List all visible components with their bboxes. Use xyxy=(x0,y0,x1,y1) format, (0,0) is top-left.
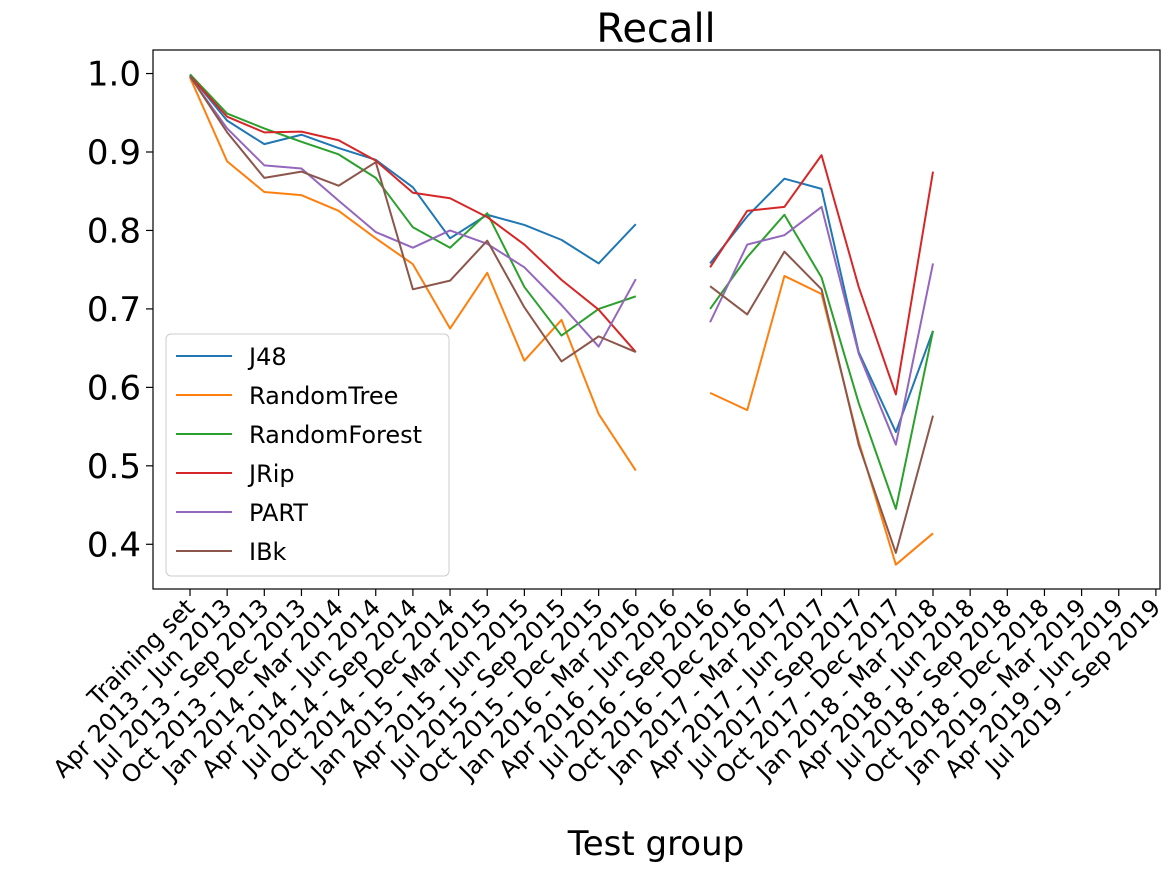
y-tick-label: 0.9 xyxy=(87,133,141,173)
x-axis-label: Test group xyxy=(567,824,745,864)
chart-title: Recall xyxy=(596,6,715,52)
y-tick-label: 0.7 xyxy=(87,290,141,330)
legend-box xyxy=(165,333,450,577)
legend-label: RandomTree xyxy=(249,382,398,410)
series-line-segment xyxy=(709,274,934,566)
series-j48 xyxy=(189,74,934,434)
series-line-segment xyxy=(709,154,934,396)
series-line-segment xyxy=(189,77,637,472)
series-line-segment xyxy=(709,213,934,510)
series-part xyxy=(189,76,934,446)
legend-label: PART xyxy=(249,499,308,527)
series-line-segment xyxy=(189,75,637,353)
y-tick-label: 1.0 xyxy=(87,55,141,95)
series-layer xyxy=(189,73,934,566)
series-line-segment xyxy=(189,76,637,348)
legend-label: RandomForest xyxy=(249,421,422,449)
series-line-segment xyxy=(189,73,637,337)
y-tick-label: 0.5 xyxy=(87,447,141,487)
legend-label: IBk xyxy=(249,538,287,566)
series-line-segment xyxy=(189,74,637,265)
legend-label: JRip xyxy=(247,460,295,488)
legend: J48 RandomTree RandomForest JRip PART IBk xyxy=(165,333,450,577)
plot-area-frame xyxy=(152,49,1161,590)
series-jrip xyxy=(189,75,934,396)
series-line-segment xyxy=(709,250,934,554)
y-tick-label: 0.6 xyxy=(87,368,141,408)
series-line-segment xyxy=(189,75,637,363)
series-line-segment xyxy=(709,205,934,446)
y-axis: 0.4 0.5 0.6 0.7 0.8 0.9 1.0 xyxy=(87,55,153,565)
series-ibk xyxy=(189,75,934,554)
series-randomforest xyxy=(189,73,934,510)
series-randomtree xyxy=(189,77,934,566)
legend-label: J48 xyxy=(247,343,287,371)
y-tick-label: 0.8 xyxy=(87,211,141,251)
series-line-segment xyxy=(709,177,934,434)
y-tick-label: 0.4 xyxy=(87,525,141,565)
